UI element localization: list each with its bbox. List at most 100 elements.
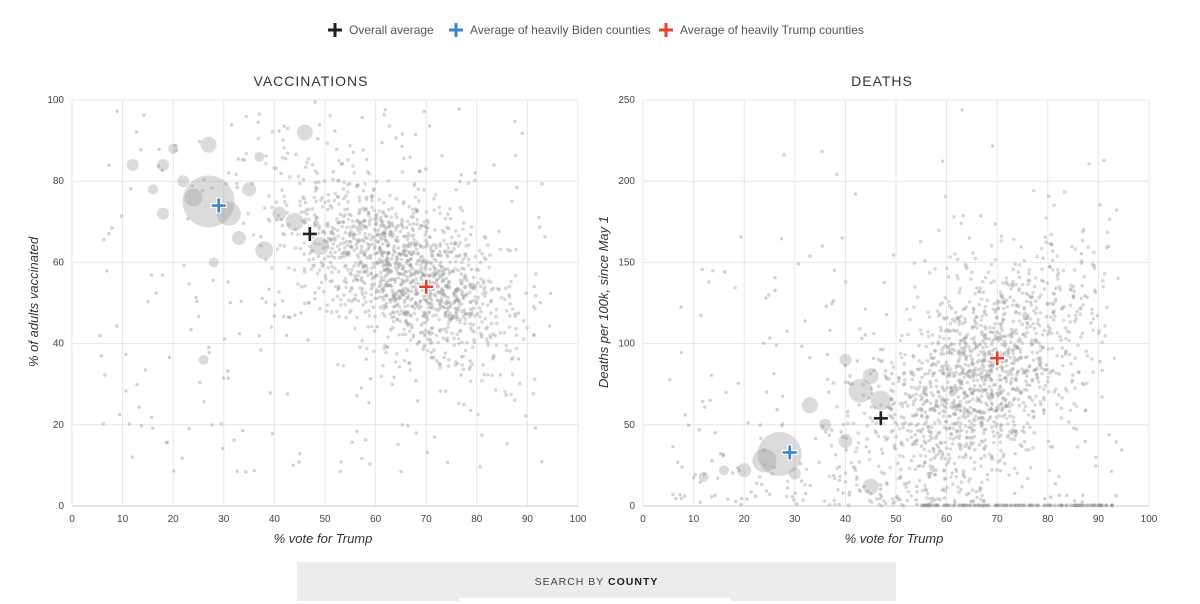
data-point <box>353 326 357 331</box>
data-point <box>1120 448 1124 452</box>
data-point <box>981 345 985 350</box>
data-point <box>372 265 377 269</box>
data-point <box>468 300 473 304</box>
data-point <box>984 443 988 448</box>
data-point <box>293 246 298 250</box>
data-point <box>924 385 929 390</box>
data-point <box>980 330 984 334</box>
data-point <box>405 312 410 316</box>
data-point <box>347 232 352 236</box>
data-point <box>1015 345 1019 349</box>
data-point <box>1015 370 1020 374</box>
data-point <box>882 435 887 439</box>
data-point <box>401 286 406 291</box>
data-point <box>411 335 416 339</box>
data-point <box>962 396 967 400</box>
data-point <box>952 398 957 403</box>
data-point <box>508 302 512 306</box>
data-point <box>799 479 804 483</box>
data-point <box>822 499 827 503</box>
data-point <box>977 443 982 447</box>
data-point <box>1029 341 1034 345</box>
data-point <box>1003 311 1007 316</box>
data-point <box>418 330 423 335</box>
data-point <box>698 480 703 484</box>
data-point <box>244 114 248 119</box>
data-point <box>302 252 306 256</box>
data-point <box>361 219 365 224</box>
data-point <box>164 440 169 445</box>
data-point <box>407 321 411 326</box>
data-point <box>1079 261 1084 265</box>
data-point <box>398 296 403 300</box>
data-point <box>438 365 442 369</box>
x-tick-label: 40 <box>269 514 281 525</box>
data-point <box>881 498 886 503</box>
data-point <box>933 436 938 441</box>
data-point <box>1025 314 1030 319</box>
data-point <box>1037 359 1041 364</box>
data-point <box>337 220 342 225</box>
data-point <box>829 428 834 432</box>
data-point <box>354 242 358 247</box>
data-point <box>938 312 942 316</box>
data-point <box>428 291 433 295</box>
data-point <box>1031 409 1036 414</box>
data-point <box>981 410 985 414</box>
data-point <box>365 269 369 274</box>
data-point <box>489 280 493 284</box>
data-point <box>989 330 994 335</box>
data-point <box>932 409 937 413</box>
data-point <box>400 288 405 293</box>
data-point <box>865 424 870 428</box>
data-point <box>439 260 443 265</box>
search-input[interactable] <box>459 598 731 604</box>
data-point <box>427 301 431 306</box>
data-point <box>1013 387 1017 392</box>
data-point <box>929 466 933 471</box>
data-point <box>340 224 345 229</box>
data-point <box>345 225 349 230</box>
data-point <box>1021 371 1025 375</box>
data-point <box>1059 416 1064 420</box>
data-point <box>990 363 995 368</box>
x-tick-label: 40 <box>840 514 852 525</box>
data-point <box>1032 414 1037 419</box>
data-point <box>160 273 165 277</box>
data-point <box>409 314 413 318</box>
data-point <box>421 294 426 299</box>
data-point <box>337 220 341 225</box>
data-point <box>510 307 515 312</box>
data-point <box>839 430 843 434</box>
data-point <box>455 287 460 291</box>
data-point <box>807 355 812 360</box>
data-point <box>960 379 964 384</box>
data-point <box>489 288 494 292</box>
data-point <box>1014 378 1018 382</box>
data-point <box>495 286 500 291</box>
data-point <box>503 389 507 394</box>
data-point <box>1015 357 1019 362</box>
data-point <box>414 277 418 281</box>
data-point <box>407 269 412 273</box>
data-point <box>999 295 1004 299</box>
data-point <box>847 493 851 497</box>
data-point <box>1016 369 1021 374</box>
data-point <box>359 227 364 232</box>
data-point <box>281 138 285 142</box>
data-point <box>277 290 281 294</box>
data-point <box>1036 356 1040 361</box>
data-point <box>380 220 385 224</box>
data-point <box>462 252 467 257</box>
data-point <box>1030 295 1034 299</box>
data-point <box>389 215 393 219</box>
data-point <box>979 486 983 491</box>
data-point <box>1038 402 1043 407</box>
data-point <box>941 487 946 491</box>
data-point <box>402 311 406 315</box>
data-point <box>514 247 518 252</box>
data-point <box>782 153 786 157</box>
data-point <box>369 237 373 242</box>
data-point <box>947 452 951 457</box>
data-point <box>404 279 408 283</box>
